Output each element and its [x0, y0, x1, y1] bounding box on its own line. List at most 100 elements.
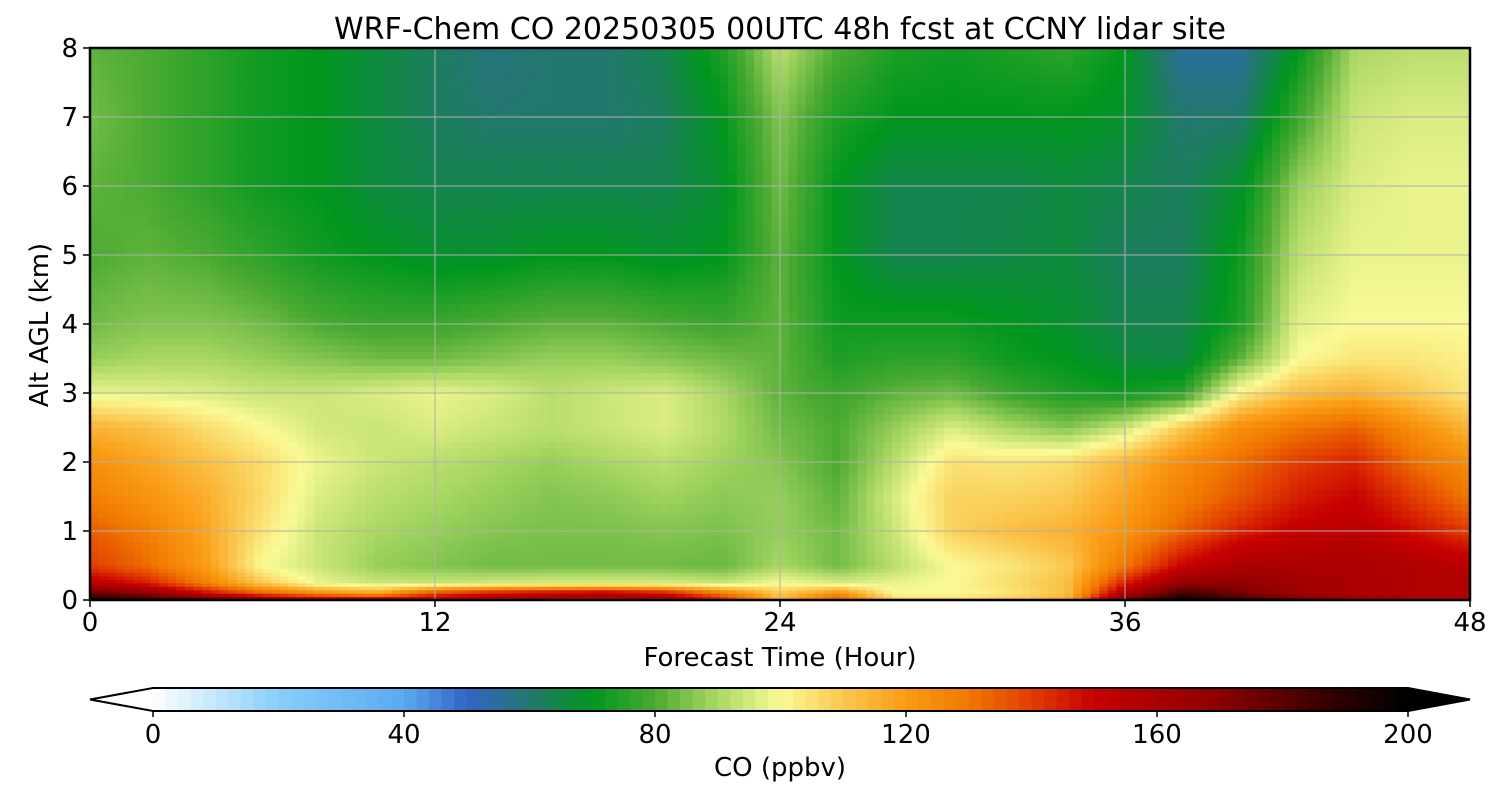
heatmap-cell: [1288, 593, 1299, 598]
heatmap-cell: [771, 548, 781, 553]
heatmap-cell: [348, 589, 358, 594]
heatmap-cell: [874, 448, 885, 456]
heatmap-cell: [780, 555, 790, 560]
heatmap-cell: [1159, 596, 1169, 600]
heatmap-cell: [978, 565, 988, 570]
heatmap-cell: [840, 524, 850, 536]
heatmap-cell: [745, 596, 755, 600]
heatmap-cell: [633, 489, 643, 498]
heatmap-cell: [1038, 586, 1048, 591]
heatmap-cell: [892, 541, 902, 546]
heatmap-cell: [1461, 572, 1470, 577]
heatmap-cell: [969, 551, 979, 556]
heatmap-cell: [736, 582, 747, 587]
heatmap-cell: [236, 503, 246, 511]
heatmap-cell: [961, 475, 971, 484]
heatmap-cell: [279, 555, 289, 560]
heatmap-cell: [840, 510, 850, 518]
heatmap-cell: [1323, 448, 1333, 456]
heatmap-cell: [1038, 510, 1048, 518]
heatmap-cell: [288, 534, 298, 539]
heatmap-cell: [633, 562, 643, 567]
heatmap-cell: [1142, 496, 1152, 504]
heatmap-cell: [728, 482, 738, 491]
heatmap-cell: [176, 572, 186, 577]
heatmap-cell: [1159, 468, 1169, 477]
heatmap-cell: [1142, 582, 1152, 587]
heatmap-cell: [348, 517, 358, 525]
heatmap-cell: [133, 496, 143, 504]
heatmap-cell: [417, 548, 427, 553]
heatmap-cell: [159, 534, 169, 539]
heatmap-cell: [1263, 589, 1273, 594]
heatmap-cell: [1142, 572, 1152, 577]
heatmap-cell: [141, 596, 151, 600]
heatmap-cell: [460, 534, 471, 539]
heatmap-cell: [1452, 534, 1462, 539]
heatmap-cell: [193, 448, 203, 456]
heatmap-cell: [115, 596, 126, 600]
heatmap-cell: [1366, 537, 1376, 542]
heatmap-cell: [1271, 596, 1281, 600]
heatmap-cell: [1038, 551, 1048, 556]
heatmap-cell: [348, 503, 358, 511]
heatmap-cell: [1314, 568, 1324, 573]
heatmap-cell: [1194, 555, 1204, 560]
heatmap-cell: [236, 555, 246, 560]
heatmap-cell: [1030, 517, 1040, 525]
heatmap-cell: [1099, 462, 1109, 470]
heatmap-cell: [874, 496, 885, 504]
heatmap-cell: [1142, 534, 1152, 539]
heatmap-cell: [279, 448, 289, 456]
heatmap-cell: [90, 596, 100, 600]
heatmap-cell: [547, 562, 557, 567]
heatmap-cell: [1461, 568, 1470, 573]
heatmap-cell: [1030, 572, 1040, 577]
heatmap-cell: [883, 548, 893, 553]
heatmap-cell: [504, 455, 514, 463]
heatmap-cell: [495, 565, 505, 570]
heatmap-cell: [348, 548, 358, 553]
heatmap-cell: [1375, 510, 1385, 518]
heatmap-cell: [952, 544, 962, 549]
heatmap-cell: [271, 496, 281, 504]
heatmap-cell: [245, 593, 255, 598]
heatmap-cell: [1211, 579, 1221, 584]
heatmap-cell: [1314, 582, 1324, 587]
heatmap-cell: [840, 589, 850, 594]
heatmap-cell: [745, 475, 755, 484]
heatmap-cell: [357, 565, 367, 570]
heatmap-cell: [650, 544, 660, 549]
heatmap-cell: [857, 586, 867, 591]
heatmap-cell: [1090, 555, 1100, 560]
heatmap-cell: [780, 568, 790, 573]
heatmap-cell: [728, 596, 738, 600]
heatmap-cell: [840, 462, 850, 470]
heatmap-cell: [1107, 548, 1117, 553]
heatmap-cell: [1444, 572, 1454, 577]
heatmap-cell: [1228, 582, 1238, 587]
heatmap-cell: [1271, 468, 1281, 477]
heatmap-cell: [460, 586, 471, 591]
heatmap-cell: [1340, 558, 1350, 563]
heatmap-cell: [184, 482, 195, 491]
heatmap-cell: [1194, 596, 1204, 600]
heatmap-cell: [676, 510, 686, 518]
heatmap-cell: [805, 510, 816, 518]
heatmap-cell: [98, 589, 108, 594]
heatmap-cell: [245, 589, 255, 594]
heatmap-cell: [1150, 548, 1161, 553]
heatmap-cell: [228, 562, 238, 567]
heatmap-cell: [909, 565, 919, 570]
heatmap-cell: [167, 551, 177, 556]
heatmap-cell: [1237, 482, 1247, 491]
heatmap-cell: [1159, 475, 1169, 484]
heatmap-cell: [460, 582, 471, 587]
heatmap-cell: [564, 510, 574, 518]
heatmap-cell: [176, 562, 186, 567]
heatmap-cell: [771, 589, 781, 594]
heatmap-cell: [805, 579, 816, 584]
heatmap-cell: [598, 586, 609, 591]
heatmap-cell: [892, 475, 902, 484]
heatmap-cell: [650, 475, 660, 484]
